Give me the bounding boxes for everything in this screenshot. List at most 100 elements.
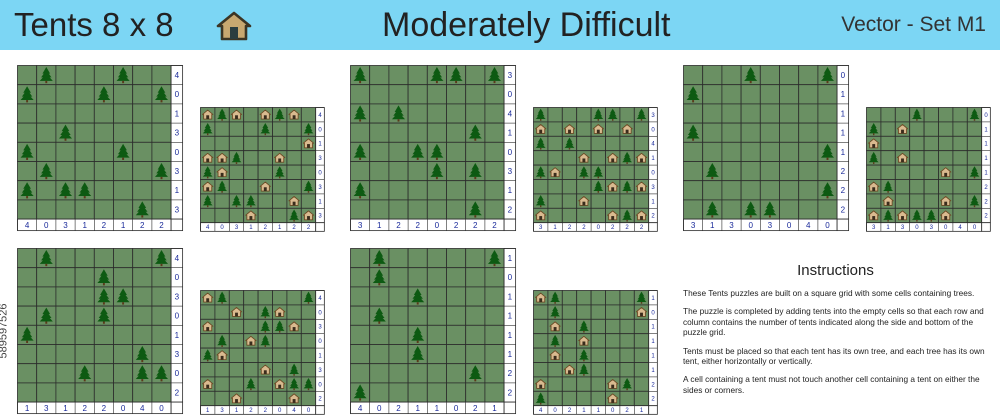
grid-cell[interactable]	[113, 382, 134, 403]
grid-cell[interactable]	[243, 121, 259, 137]
grid-cell[interactable]	[132, 161, 153, 182]
grid-cell[interactable]	[55, 103, 76, 124]
grid-cell[interactable]	[590, 290, 606, 306]
grid-cell[interactable]	[388, 363, 409, 384]
grid-cell[interactable]	[272, 179, 288, 195]
grid-cell[interactable]	[465, 382, 486, 403]
grid-cell[interactable]	[350, 286, 371, 307]
grid-cell[interactable]	[407, 122, 428, 143]
grid-cell[interactable]	[547, 390, 563, 407]
grid-cell[interactable]	[465, 324, 486, 345]
grid-cell[interactable]	[243, 362, 259, 378]
grid-cell[interactable]	[113, 180, 134, 201]
grid-cell[interactable]	[966, 207, 983, 224]
grid-cell[interactable]	[286, 121, 302, 137]
grid-cell[interactable]	[484, 305, 505, 326]
grid-cell[interactable]	[228, 347, 245, 363]
grid-cell[interactable]	[113, 161, 134, 182]
grid-cell[interactable]	[605, 333, 621, 349]
grid-cell[interactable]	[93, 382, 114, 403]
grid-cell[interactable]	[721, 141, 742, 162]
grid-cell[interactable]	[74, 324, 95, 345]
grid-cell[interactable]	[93, 248, 114, 269]
grid-cell[interactable]	[633, 135, 650, 152]
grid-cell[interactable]	[132, 103, 153, 124]
grid-cell[interactable]	[484, 382, 505, 403]
grid-cell[interactable]	[407, 199, 428, 220]
grid-cell[interactable]	[132, 267, 153, 288]
grid-cell[interactable]	[93, 344, 114, 365]
grid-cell[interactable]	[619, 164, 635, 180]
grid-cell[interactable]	[17, 267, 38, 288]
grid-cell[interactable]	[388, 382, 409, 403]
grid-cell[interactable]	[533, 333, 549, 349]
grid-cell[interactable]	[721, 103, 742, 124]
grid-cell[interactable]	[272, 207, 288, 224]
grid-cell[interactable]	[214, 390, 230, 407]
grid-cell[interactable]	[923, 179, 939, 195]
grid-cell[interactable]	[93, 180, 114, 201]
grid-cell[interactable]	[740, 84, 761, 105]
grid-cell[interactable]	[966, 150, 983, 166]
grid-cell[interactable]	[426, 286, 447, 307]
grid-cell[interactable]	[300, 347, 317, 363]
grid-cell[interactable]	[151, 286, 172, 307]
grid-cell[interactable]	[740, 141, 761, 162]
grid-cell[interactable]	[923, 164, 939, 180]
grid-cell[interactable]	[576, 179, 592, 195]
grid-cell[interactable]	[779, 199, 800, 220]
grid-cell[interactable]	[426, 344, 447, 365]
grid-cell[interactable]	[484, 161, 505, 182]
grid-cell[interactable]	[605, 318, 621, 335]
grid-cell[interactable]	[36, 324, 57, 345]
grid-cell[interactable]	[55, 65, 76, 86]
grid-cell[interactable]	[257, 290, 273, 306]
grid-cell[interactable]	[132, 180, 153, 201]
grid-cell[interactable]	[113, 84, 134, 105]
grid-cell[interactable]	[350, 363, 371, 384]
grid-cell[interactable]	[300, 150, 317, 166]
grid-cell[interactable]	[533, 347, 549, 363]
grid-cell[interactable]	[132, 305, 153, 326]
grid-cell[interactable]	[484, 363, 505, 384]
grid-cell[interactable]	[446, 248, 467, 269]
grid-cell[interactable]	[465, 286, 486, 307]
grid-cell[interactable]	[300, 304, 317, 320]
grid-cell[interactable]	[74, 248, 95, 269]
grid-cell[interactable]	[243, 179, 259, 195]
grid-cell[interactable]	[426, 382, 447, 403]
grid-cell[interactable]	[533, 318, 549, 335]
grid-cell[interactable]	[286, 304, 302, 320]
grid-cell[interactable]	[484, 267, 505, 288]
grid-cell[interactable]	[407, 65, 428, 86]
grid-cell[interactable]	[561, 304, 578, 320]
grid-cell[interactable]	[952, 107, 968, 123]
grid-cell[interactable]	[721, 180, 742, 201]
grid-cell[interactable]	[576, 121, 592, 137]
grid-cell[interactable]	[407, 363, 428, 384]
grid-cell[interactable]	[300, 333, 317, 349]
grid-cell[interactable]	[547, 207, 563, 224]
grid-cell[interactable]	[619, 193, 635, 209]
grid-cell[interactable]	[36, 103, 57, 124]
grid-cell[interactable]	[151, 180, 172, 201]
grid-cell[interactable]	[759, 180, 780, 201]
grid-cell[interactable]	[113, 199, 134, 220]
grid-cell[interactable]	[257, 164, 273, 180]
grid-cell[interactable]	[561, 390, 578, 407]
grid-cell[interactable]	[200, 304, 216, 320]
grid-cell[interactable]	[17, 65, 38, 86]
grid-cell[interactable]	[272, 362, 288, 378]
grid-cell[interactable]	[36, 382, 57, 403]
grid-cell[interactable]	[36, 344, 57, 365]
grid-cell[interactable]	[113, 267, 134, 288]
grid-cell[interactable]	[923, 121, 939, 137]
grid-cell[interactable]	[113, 122, 134, 143]
grid-cell[interactable]	[426, 122, 447, 143]
grid-cell[interactable]	[465, 267, 486, 288]
grid-cell[interactable]	[369, 161, 390, 182]
grid-cell[interactable]	[36, 141, 57, 162]
grid-cell[interactable]	[683, 141, 704, 162]
grid-cell[interactable]	[388, 286, 409, 307]
grid-cell[interactable]	[590, 376, 606, 392]
